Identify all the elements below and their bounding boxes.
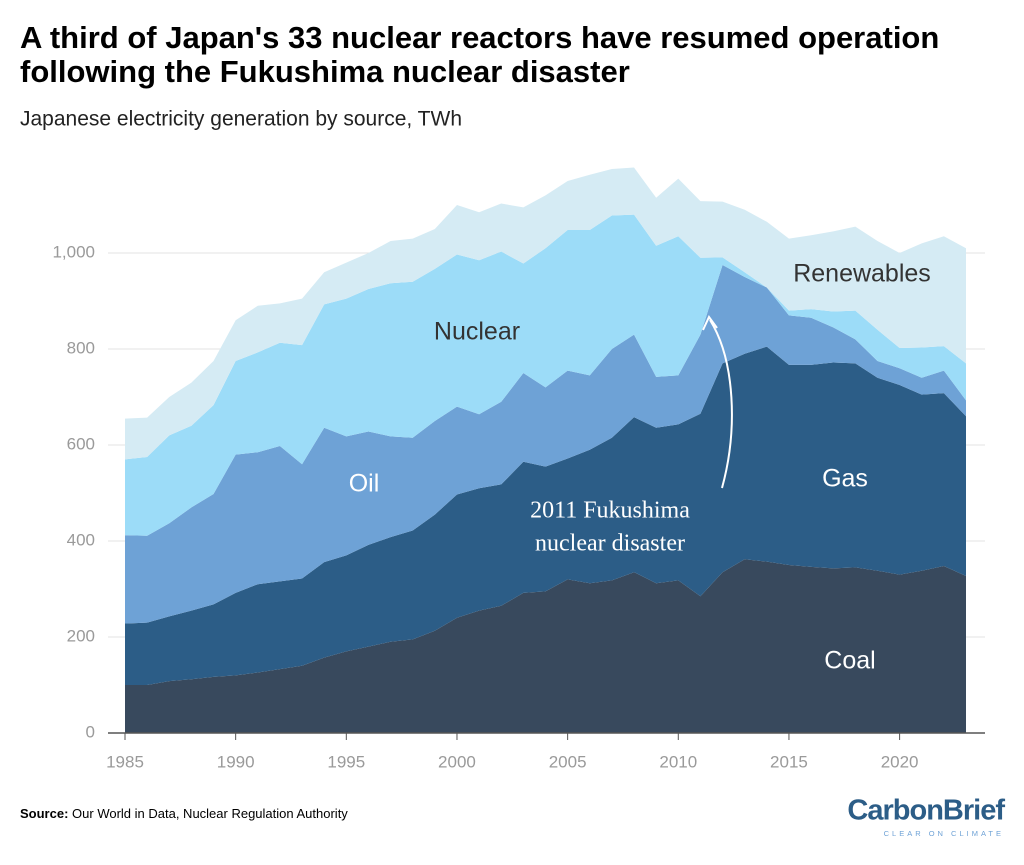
area — [125, 214, 966, 536]
chart-title: A third of Japan's 33 nuclear reactors h… — [20, 20, 939, 55]
x-tick-label: 2010 — [659, 752, 697, 771]
area — [125, 167, 966, 460]
y-tick-label: 0 — [86, 722, 95, 741]
annotation-arrowhead — [702, 315, 718, 331]
source-text: Our World in Data, Nuclear Regulation Au… — [72, 806, 348, 821]
x-tick-label: 2020 — [881, 752, 919, 771]
x-tick-label: 2005 — [549, 752, 587, 771]
area — [125, 559, 966, 733]
annotation: nuclear disaster — [535, 531, 685, 557]
y-tick-label: 200 — [67, 626, 95, 645]
x-tick-label: 2015 — [770, 752, 808, 771]
x-tick-label: 1995 — [327, 752, 365, 771]
source: Source: Our World in Data, Nuclear Regul… — [20, 806, 348, 821]
source-label: Source: — [20, 806, 68, 821]
y-tick-label: 400 — [67, 530, 95, 549]
x-tick-label: 1990 — [217, 752, 255, 771]
x-tick-label: 2000 — [438, 752, 476, 771]
logo-tagline: CLEAR ON CLIMATE — [884, 829, 1004, 838]
y-tick-label: 600 — [67, 434, 95, 453]
x-tick-label: 1985 — [106, 752, 144, 771]
area-label: Coal — [824, 647, 875, 675]
area-label: Gas — [822, 465, 868, 493]
y-tick-label: 1,000 — [52, 242, 95, 261]
area — [125, 346, 966, 685]
chart-title: following the Fukushima nuclear disaster — [20, 54, 630, 89]
area-label: Oil — [349, 470, 380, 498]
y-tick-label: 800 — [67, 338, 95, 357]
annotation-arrow — [709, 319, 733, 489]
chart-subtitle: Japanese electricity generation by sourc… — [20, 108, 462, 131]
annotation: 2011 Fukushima — [530, 498, 690, 524]
area-label: Nuclear — [434, 318, 520, 346]
logo: CarbonBrief — [847, 795, 1005, 827]
area-label: Renewables — [793, 260, 931, 288]
area — [125, 265, 966, 624]
